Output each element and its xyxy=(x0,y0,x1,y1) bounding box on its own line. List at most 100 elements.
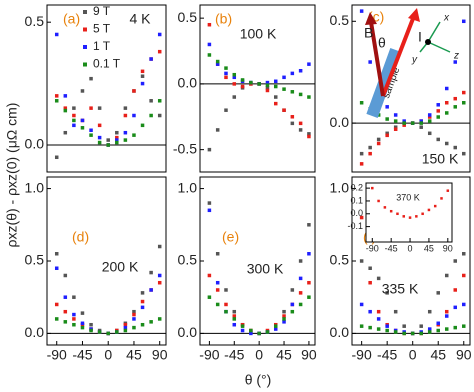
legend-marker xyxy=(83,27,87,32)
point xyxy=(290,288,295,292)
point xyxy=(359,324,364,328)
point xyxy=(393,125,398,129)
point xyxy=(132,325,136,330)
point xyxy=(421,212,424,216)
temperature-label: 335 K xyxy=(382,281,419,297)
point xyxy=(115,140,119,145)
y-label: y xyxy=(411,55,418,66)
point xyxy=(376,276,381,281)
point xyxy=(462,252,466,256)
point xyxy=(140,322,145,327)
point xyxy=(385,324,389,328)
point xyxy=(368,145,372,150)
point xyxy=(207,201,212,205)
point xyxy=(215,288,220,292)
point xyxy=(462,90,466,95)
point xyxy=(149,320,153,324)
point xyxy=(215,59,220,64)
point xyxy=(383,206,387,209)
y-tick-label: 1.0 xyxy=(330,179,350,195)
point xyxy=(123,325,128,330)
point xyxy=(80,118,85,123)
point xyxy=(89,328,93,333)
point xyxy=(359,215,364,220)
point xyxy=(444,101,449,105)
point xyxy=(453,145,457,150)
x-tick-label: -90 xyxy=(199,347,219,363)
point xyxy=(368,280,372,285)
point xyxy=(207,22,212,27)
y-tick-label: 0.2 xyxy=(350,183,363,193)
x-tick-label: -90 xyxy=(366,243,379,253)
point xyxy=(140,291,145,295)
y-tick-label: 0.0 xyxy=(25,136,45,152)
point xyxy=(290,71,295,76)
point xyxy=(376,327,381,331)
point xyxy=(446,189,450,192)
plot-frame xyxy=(351,176,471,346)
panel-label: (a) xyxy=(63,11,80,27)
x-tick-label: 45 xyxy=(424,243,434,253)
point xyxy=(307,280,311,285)
point xyxy=(436,115,440,119)
y-tick-label: 0.0 xyxy=(25,324,45,340)
point xyxy=(232,82,237,86)
y-tick-label: -0.1 xyxy=(347,221,363,231)
point xyxy=(298,128,303,132)
point xyxy=(359,302,364,307)
point xyxy=(415,215,418,218)
panel-label: (e) xyxy=(222,229,239,245)
point xyxy=(140,69,145,74)
point xyxy=(444,111,449,115)
angle-label: θ xyxy=(378,35,386,51)
point xyxy=(402,331,406,336)
point xyxy=(410,331,415,336)
temperature-label: 200 K xyxy=(102,259,139,275)
point xyxy=(282,87,286,91)
point xyxy=(240,78,245,82)
point xyxy=(389,209,393,213)
point xyxy=(240,328,245,333)
y-tick-label: 0.5 xyxy=(25,252,45,268)
point xyxy=(249,328,253,333)
point xyxy=(433,204,437,208)
z-label: z xyxy=(453,51,459,62)
point xyxy=(149,288,153,292)
plot-frame xyxy=(199,176,316,346)
point xyxy=(106,331,110,336)
panel-label: (b) xyxy=(215,11,232,27)
plot-frame xyxy=(199,4,316,173)
point xyxy=(224,66,228,70)
point xyxy=(440,197,443,200)
y-tick-label: 0.0 xyxy=(330,114,350,130)
point xyxy=(106,138,110,142)
point xyxy=(402,121,406,125)
point xyxy=(54,155,59,160)
point xyxy=(207,42,212,47)
point xyxy=(359,101,364,105)
point xyxy=(72,317,76,321)
data-points xyxy=(359,9,466,166)
point xyxy=(307,295,311,299)
plot-frame xyxy=(46,4,167,173)
point xyxy=(368,60,372,64)
data-points xyxy=(207,201,311,336)
legend-label: 9 T xyxy=(93,4,111,18)
point xyxy=(232,95,237,99)
point xyxy=(72,113,76,118)
field-arrow xyxy=(369,21,385,97)
point xyxy=(215,252,220,256)
point xyxy=(240,84,245,89)
point xyxy=(132,133,136,137)
x-tick-label: -45 xyxy=(377,347,397,363)
point xyxy=(444,86,449,91)
point xyxy=(359,162,364,166)
x-tick-label: 90 xyxy=(456,347,472,363)
point xyxy=(307,252,311,256)
point xyxy=(393,127,398,131)
point xyxy=(232,322,237,327)
point xyxy=(444,309,449,314)
point xyxy=(393,113,398,117)
point xyxy=(462,302,466,307)
